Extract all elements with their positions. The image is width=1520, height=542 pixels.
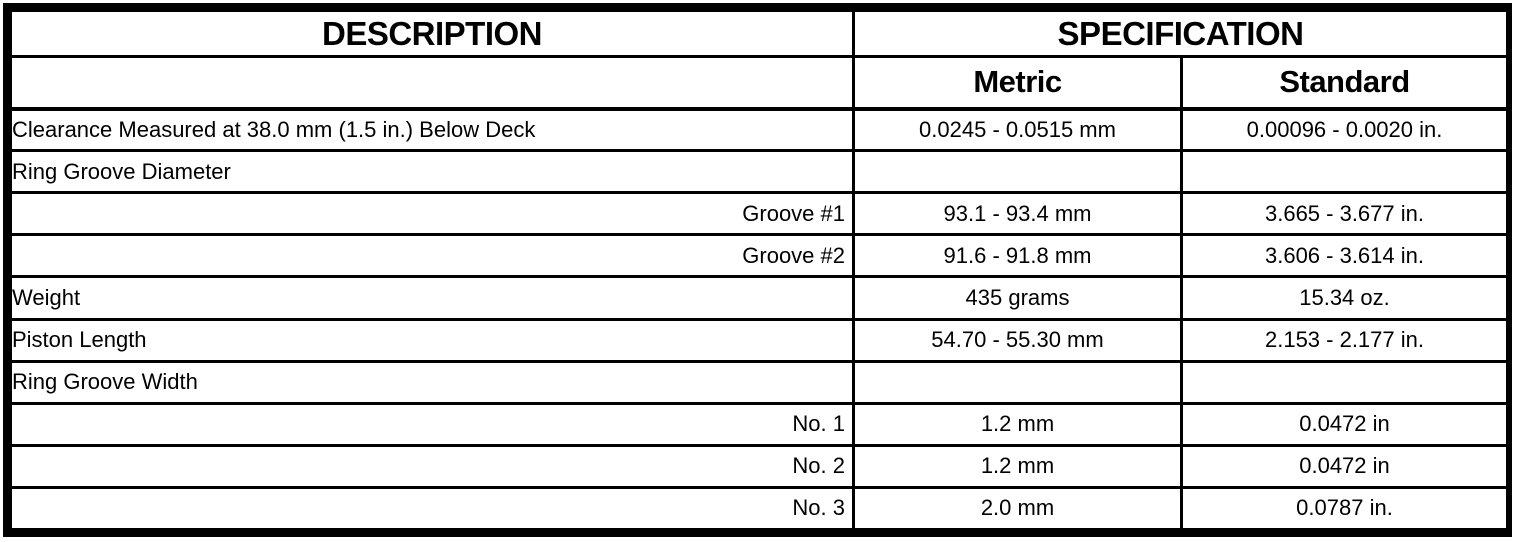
table-row: No. 1 1.2 mm 0.0472 in [9, 401, 1509, 447]
standard-value-cell: 0.0472 in [1180, 401, 1509, 447]
description-cell: Weight [9, 275, 855, 321]
description-cell: Clearance Measured at 38.0 mm (1.5 in.) … [9, 107, 855, 153]
standard-value-cell: 15.34 oz. [1180, 275, 1509, 321]
standard-value-cell: 3.606 - 3.614 in. [1180, 233, 1509, 279]
col-header-description: DESCRIPTION [9, 8, 855, 59]
standard-value-cell: 0.0787 in. [1180, 485, 1509, 532]
header-description-spacer [9, 55, 855, 111]
table-row: No. 3 2.0 mm 0.0787 in. [9, 485, 1509, 532]
description-cell: Groove #1 [9, 191, 855, 237]
description-cell: Ring Groove Width [9, 359, 855, 405]
metric-value-cell [852, 359, 1183, 405]
metric-value-cell: 91.6 - 91.8 mm [852, 233, 1183, 279]
header-row-top: DESCRIPTION SPECIFICATION [9, 8, 1509, 59]
metric-value-cell: 54.70 - 55.30 mm [852, 317, 1183, 363]
description-cell: No. 1 [9, 401, 855, 447]
metric-value-cell: 2.0 mm [852, 485, 1183, 532]
standard-value-cell: 3.665 - 3.677 in. [1180, 191, 1509, 237]
table-row: Ring Groove Diameter [9, 149, 1509, 195]
col-header-specification: SPECIFICATION [852, 8, 1509, 59]
metric-value-cell: 93.1 - 93.4 mm [852, 191, 1183, 237]
standard-value-cell: 2.153 - 2.177 in. [1180, 317, 1509, 363]
table-row: Groove #1 93.1 - 93.4 mm 3.665 - 3.677 i… [9, 191, 1509, 237]
table-row: Clearance Measured at 38.0 mm (1.5 in.) … [9, 107, 1509, 153]
table-row: No. 2 1.2 mm 0.0472 in [9, 443, 1509, 489]
standard-value-cell: 0.0472 in [1180, 443, 1509, 489]
col-header-standard: Standard [1180, 55, 1509, 111]
standard-value-cell [1180, 359, 1509, 405]
metric-value-cell: 435 grams [852, 275, 1183, 321]
description-cell: Piston Length [9, 317, 855, 363]
standard-value-cell: 0.00096 - 0.0020 in. [1180, 107, 1509, 153]
table-row: Ring Groove Width [9, 359, 1509, 405]
standard-value-cell [1180, 149, 1509, 195]
table-row: Weight 435 grams 15.34 oz. [9, 275, 1509, 321]
metric-value-cell: 1.2 mm [852, 401, 1183, 447]
description-cell: No. 3 [9, 485, 855, 532]
description-cell: Groove #2 [9, 233, 855, 279]
metric-value-cell: 1.2 mm [852, 443, 1183, 489]
table-row: Piston Length 54.70 - 55.30 mm 2.153 - 2… [9, 317, 1509, 363]
header-row-sub: Metric Standard [9, 55, 1509, 111]
description-cell: Ring Groove Diameter [9, 149, 855, 195]
metric-value-cell: 0.0245 - 0.0515 mm [852, 107, 1183, 153]
table-row: Groove #2 91.6 - 91.8 mm 3.606 - 3.614 i… [9, 233, 1509, 279]
spec-table-frame: DESCRIPTION SPECIFICATION Metric Standar… [3, 3, 1512, 537]
description-cell: No. 2 [9, 443, 855, 489]
col-header-metric: Metric [852, 55, 1183, 111]
metric-value-cell [852, 149, 1183, 195]
spec-table: DESCRIPTION SPECIFICATION Metric Standar… [9, 8, 1509, 532]
